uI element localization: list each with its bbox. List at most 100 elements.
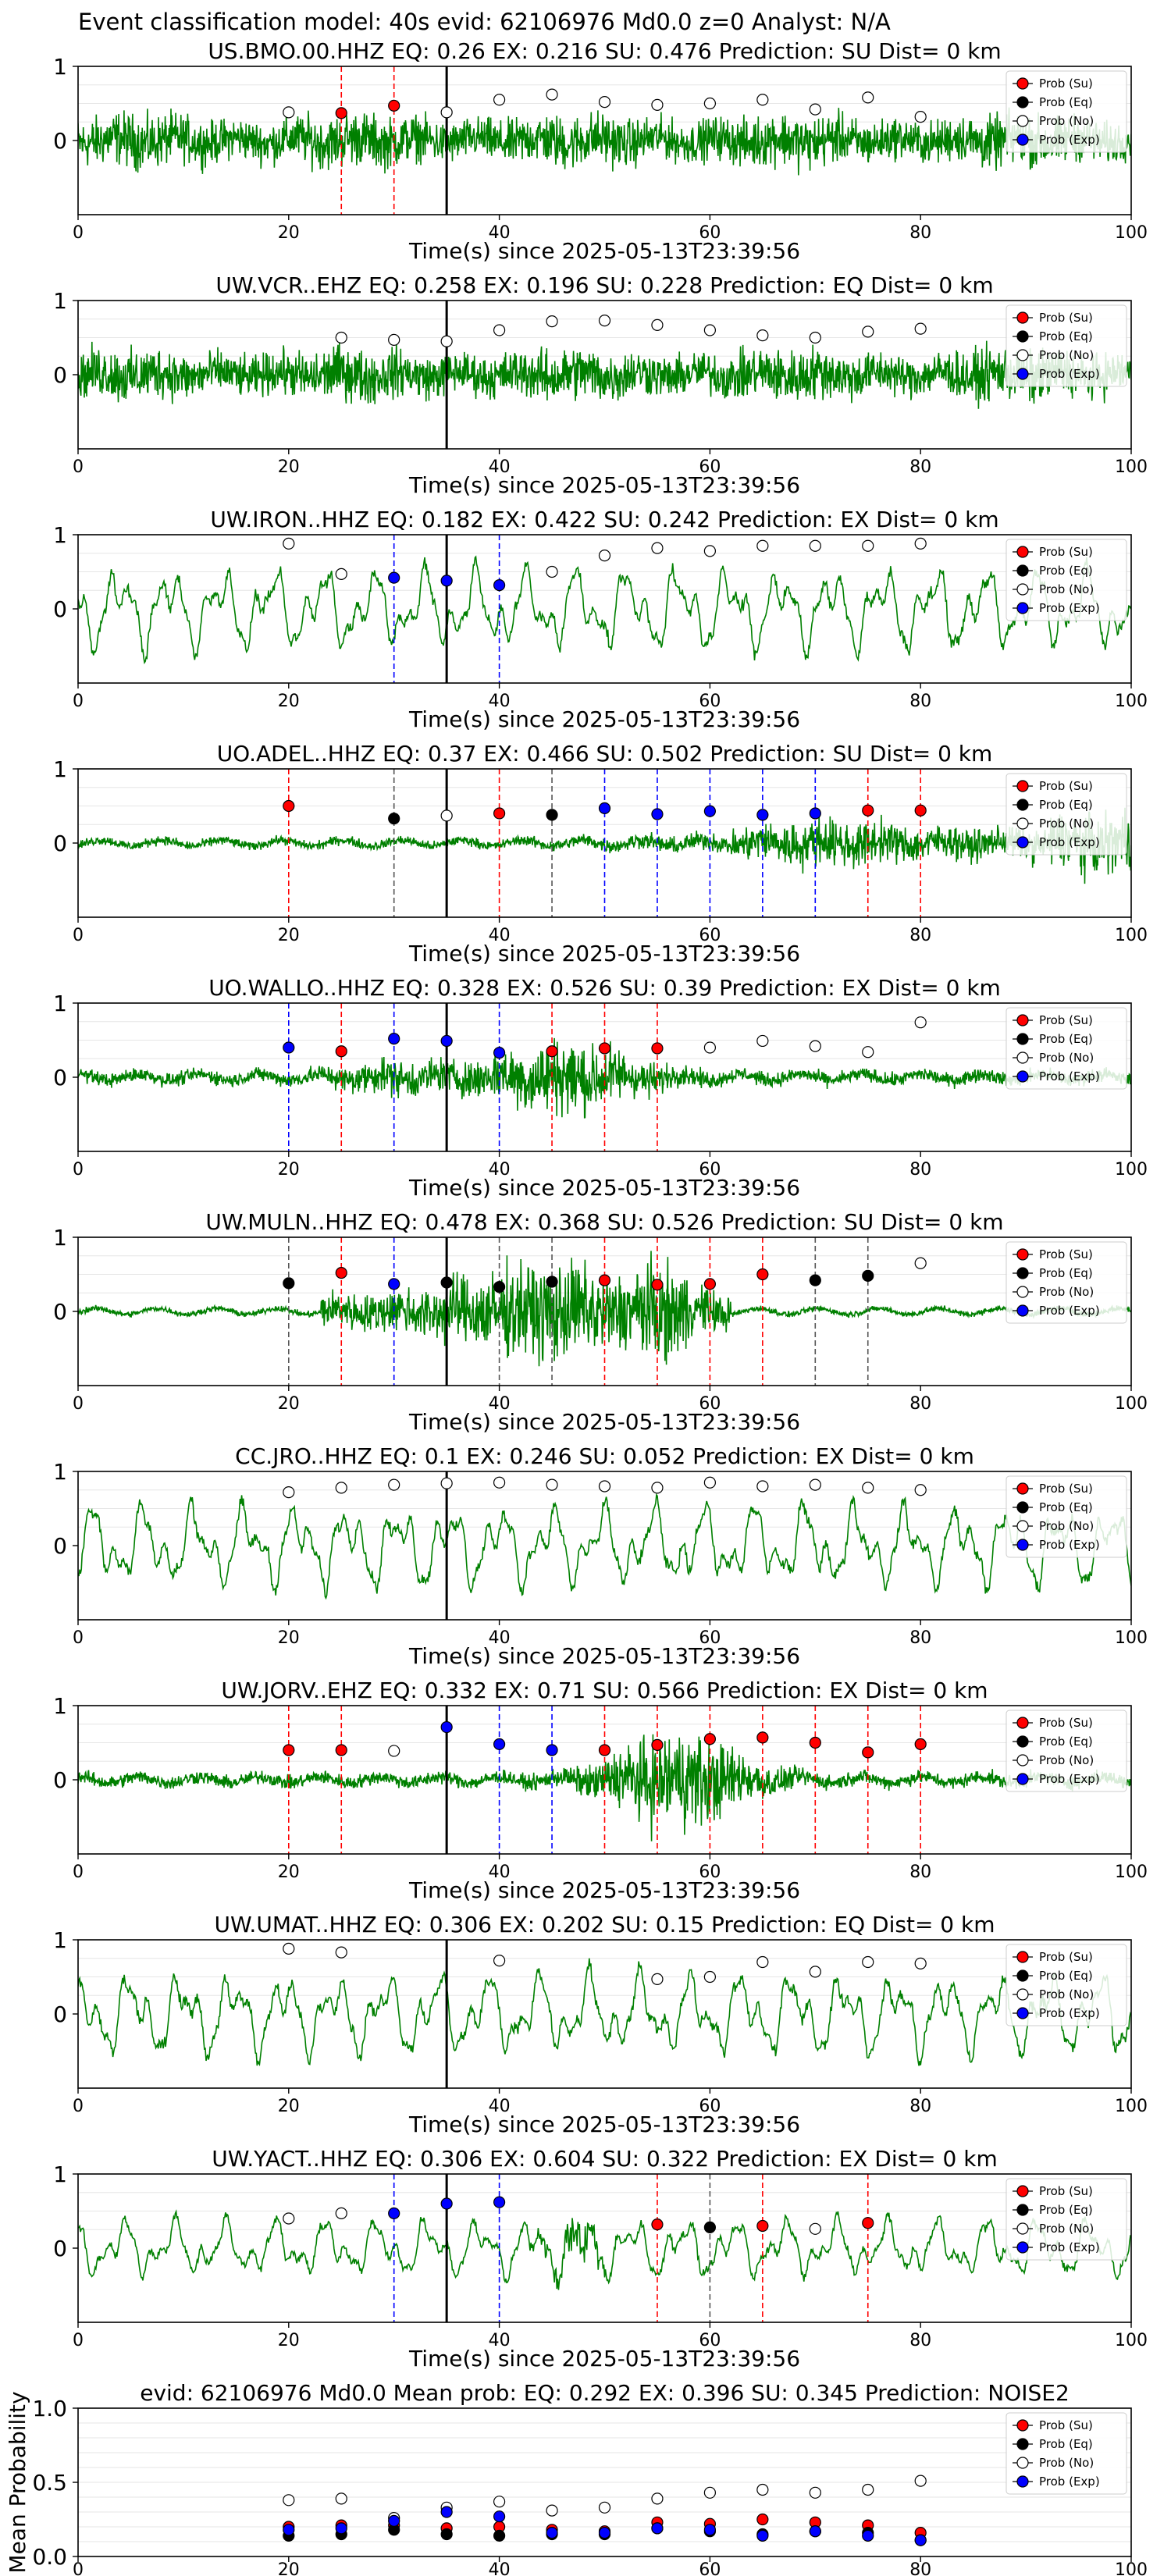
mean-point-exp (335, 2522, 347, 2535)
prob-point-no (703, 1476, 717, 1489)
prob-point-no (546, 315, 558, 328)
legend-label: Prob (Exp) (1039, 2475, 1100, 2489)
axes-frame (77, 1939, 1132, 2089)
prob-point-no (598, 549, 611, 562)
x-tick-label: 80 (909, 457, 931, 477)
legend: Prob (Su) Prob (Eq) Prob (No) Prob (Exp) (1005, 1241, 1127, 1324)
legend-marker-eq (1016, 1033, 1029, 1045)
mean-point-exp (914, 2534, 927, 2546)
x-tick-label: 60 (699, 1394, 721, 1414)
prob-point-no (493, 1955, 506, 1967)
legend-label: Prob (No) (1039, 1519, 1094, 1533)
prob-point-no (756, 329, 769, 342)
x-tick-label: 100 (1115, 692, 1148, 711)
legend-frame (1005, 1710, 1127, 1792)
prob-point-su (598, 1744, 611, 1756)
legend-label: Prob (Eq) (1039, 798, 1093, 812)
mean-point-su (756, 2513, 769, 2526)
prob-point-exp (493, 578, 506, 592)
prob-point-no (756, 1034, 769, 1048)
y-tick-label: 1 (53, 1459, 67, 1485)
mean-point-no (756, 2483, 769, 2496)
legend-label: Prob (No) (1039, 582, 1094, 596)
y-tick-label: 0 (53, 596, 67, 622)
legend-label: Prob (Eq) (1039, 1266, 1093, 1280)
legend-label: Prob (Eq) (1039, 1735, 1093, 1749)
prob-point-no (809, 331, 821, 344)
legend: Prob (Su) Prob (Eq) Prob (No) Prob (Exp) (1005, 1710, 1127, 1792)
prob-point-no (703, 97, 717, 110)
prob-point-exp (493, 1738, 506, 1750)
waveform (78, 1493, 1131, 1600)
x-tick-label: 60 (699, 457, 721, 477)
prob-point-no (388, 1478, 400, 1491)
mean-point-exp (493, 2510, 506, 2523)
x-axis-label: Time(s) since 2025-05-13T23:39:56 (408, 1643, 800, 1669)
legend-label: Prob (Su) (1039, 76, 1093, 91)
mean-point-exp (598, 2527, 611, 2539)
prob-point-su (914, 1738, 927, 1750)
panel-1: US.BMO.00.HHZ EQ: 0.26 EX: 0.216 SU: 0.4… (53, 38, 1148, 264)
y-tick-label: 1 (53, 2161, 67, 2187)
legend-label: Prob (Eq) (1039, 2203, 1093, 2217)
x-tick-label: 20 (278, 1394, 300, 1414)
legend: Prob (Su) Prob (Eq) Prob (No) Prob (Exp) (1005, 304, 1127, 387)
legend-marker-su (1016, 2185, 1029, 2197)
prob-point-su (651, 2218, 664, 2231)
x-tick-label: 60 (699, 1160, 721, 1179)
prob-point-no (440, 106, 453, 119)
x-tick-label: 80 (909, 1863, 931, 1882)
y-tick-label: 0 (53, 2236, 67, 2261)
prob-point-no (598, 1480, 611, 1493)
prob-point-no (914, 1016, 927, 1029)
mean-point-no (335, 2492, 347, 2505)
x-tick-label: 80 (909, 2331, 931, 2350)
legend-marker-exp (1016, 2241, 1029, 2254)
legend-label: Prob (Su) (1039, 1247, 1093, 1261)
mean-point-exp (440, 2506, 453, 2518)
legend-marker-no (1016, 1988, 1029, 2001)
prob-point-exp (440, 1720, 453, 1734)
prob-point-no (703, 1970, 717, 1984)
prob-point-no (809, 103, 821, 116)
panel-2: UW.VCR..EHZ EQ: 0.258 EX: 0.196 SU: 0.22… (53, 272, 1148, 498)
x-tick-label: 0 (73, 926, 84, 945)
legend-label: Prob (Exp) (1039, 835, 1100, 849)
prob-point-no (862, 91, 874, 104)
prob-point-su (598, 1274, 611, 1286)
legend-marker-su (1016, 1717, 1029, 1729)
legend-frame (1005, 304, 1127, 387)
legend-label: Prob (Su) (1039, 1716, 1093, 1730)
legend-marker-exp (1016, 368, 1029, 380)
legend-label: Prob (No) (1039, 817, 1094, 831)
prob-point-no (493, 94, 506, 106)
panel-title: UW.UMAT..HHZ EQ: 0.306 EX: 0.202 SU: 0.1… (214, 1912, 995, 1937)
prob-point-no (862, 326, 874, 338)
prob-point-no (703, 545, 717, 557)
x-tick-label: 0 (73, 223, 84, 243)
x-tick-label: 0 (73, 1160, 84, 1179)
legend-label: Prob (Su) (1039, 2418, 1093, 2432)
legend-label: Prob (No) (1039, 114, 1094, 128)
prob-point-exp (440, 1034, 453, 1048)
prob-point-no (862, 1482, 874, 1494)
legend: Prob (Su) Prob (Eq) Prob (No) Prob (Exp) (1005, 539, 1127, 621)
prob-point-no (283, 2212, 295, 2225)
x-tick-label: 40 (489, 1628, 511, 1648)
legend-frame (1005, 1007, 1127, 1090)
x-tick-label: 20 (278, 1863, 300, 1882)
panel-title: UW.JORV..EHZ EQ: 0.332 EX: 0.71 SU: 0.56… (221, 1678, 988, 1703)
legend-label: Prob (Eq) (1039, 564, 1093, 578)
prob-point-no (598, 96, 611, 109)
x-tick-label: 20 (278, 2331, 300, 2350)
waveform (78, 340, 1131, 409)
x-tick-label: 80 (909, 926, 931, 945)
axes-frame (77, 1471, 1132, 1621)
legend-label: Prob (Su) (1039, 311, 1093, 325)
x-tick-label: 100 (1115, 223, 1148, 243)
legend-marker-no (1016, 349, 1029, 361)
panel-title: UW.YACT..HHZ EQ: 0.306 EX: 0.604 SU: 0.3… (212, 2146, 998, 2172)
legend-frame (1005, 2178, 1127, 2261)
mean-point-no (546, 2504, 558, 2517)
x-tick-label: 0 (73, 2097, 84, 2116)
